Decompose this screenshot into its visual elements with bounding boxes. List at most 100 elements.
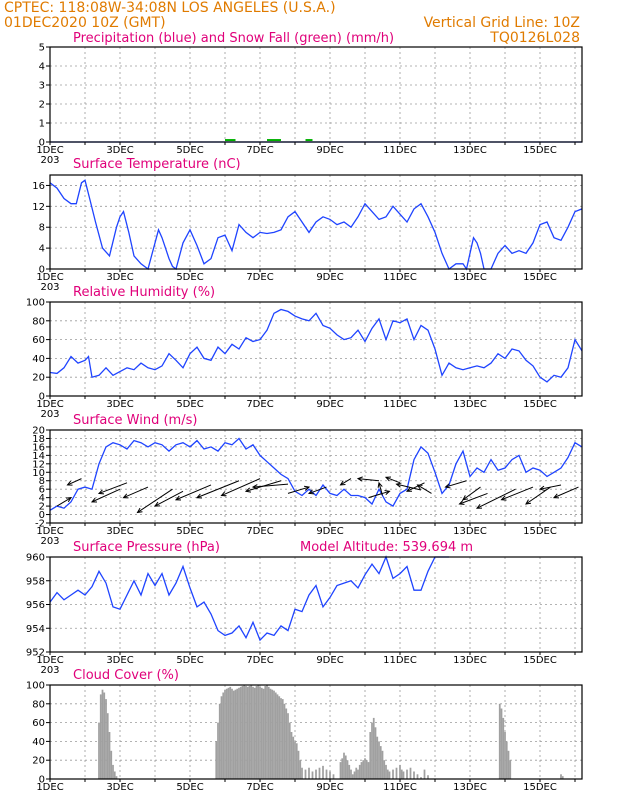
y-tick-label: 20 [32,426,45,437]
y-tick-label: 12 [32,459,45,470]
y-tick-label: 0 [39,510,45,521]
cloud-bar [225,688,228,779]
cloud-bar [498,703,501,779]
cloud-bar [343,752,345,779]
cloud-bar [301,767,303,779]
cloud-bar [409,767,412,779]
y-tick-label: 40 [32,737,45,748]
panel-title-cloud: Cloud Cover (%) [73,668,179,683]
x-tick-label: 9DEC [316,145,343,156]
cloud-bar [355,767,358,779]
x-tick-label: 3DEC [106,145,133,156]
x-tick-label: 7DEC [246,655,273,666]
cloud-bar [295,743,298,779]
cloud-bar [290,732,293,779]
x-tick-label: 9DEC [316,272,343,283]
cloud-bar [416,774,419,779]
y-tick-label: 4 [39,244,45,255]
cloud-bar [502,717,505,779]
y-tick-label: 3 [39,81,45,92]
cloud-bar [103,692,106,779]
wind-arrow [416,484,432,494]
cloud-bar [105,699,107,779]
cloud-bar [292,736,295,779]
cloud-bar [400,769,403,779]
cloud-bar [332,774,335,779]
y-tick-label: 4 [39,62,45,73]
year-label: 203 [40,665,59,676]
cloud-bar [346,760,349,779]
x-tick-label: 3DEC [106,272,133,283]
x-tick-label: 7DEC [246,272,273,283]
plot-frame [49,46,583,143]
y-tick-label: 1 [39,119,45,130]
cloud-bar [101,689,104,779]
x-tick-label: 13DEC [453,399,487,410]
x-tick-label: 5DEC [176,272,203,283]
cloud-bar [224,689,226,779]
wind-arrow [339,478,352,486]
x-tick-label: 13DEC [453,655,487,666]
wind-line [49,437,583,511]
y-tick-label: 8 [39,476,45,487]
cloud-bar [255,685,258,779]
y-tick-label: 100 [26,681,45,692]
y-tick-label: 60 [32,718,45,729]
cloud-bar [215,741,218,779]
cloud-bar [243,685,246,779]
cloud-bar [271,689,274,779]
cloud-bar [386,769,389,779]
cloud-bar [260,687,263,779]
cloud-bar [392,769,394,779]
wind-arrow [66,478,82,486]
cloud-bar [241,685,244,779]
panel-precip: Precipitation (blue) and Snow Fall (gree… [36,31,583,166]
cloud-bar [297,750,300,779]
y-tick-label: 0 [39,265,45,276]
x-tick-label: 13DEC [453,272,487,283]
y-tick-label: 20 [32,756,45,767]
wind-arrow [475,488,516,509]
wind-arrow [122,486,149,499]
cloud-bar [308,767,310,779]
wind-arrow [384,476,401,484]
cloud-bar [374,727,377,779]
cloud-bar [294,741,296,779]
x-tick-label: 9DEC [316,655,343,666]
x-tick-label: 11DEC [383,655,417,666]
y-tick-label: -2 [35,519,45,530]
cloud-bar [98,722,100,779]
cloud-bar [385,764,387,779]
cloud-bar [239,686,242,779]
x-tick-label: 9DEC [316,782,343,793]
panel-cloud: Cloud Cover (%) 0 20 40 60 80 100 1DEC 3DEC 5DEC 7… [26,668,583,793]
cloud-bar [427,775,429,779]
cloud-bar [376,736,379,779]
cloud-bar [262,688,265,779]
header-model-id: TQ0126L028 [489,30,580,46]
plot-frame [49,301,583,397]
y-tick-label: 10 [32,468,45,479]
cloud-bar [360,762,363,779]
x-tick-label: 15DEC [523,782,557,793]
cloud-bar [395,767,398,779]
x-tick-label: 7DEC [246,526,273,537]
y-tick-label: 60 [32,335,45,346]
wind-arrow [307,486,327,495]
cloud-bar [259,686,261,779]
cloud-bar [236,688,239,779]
x-tick-label: 5DEC [176,399,203,410]
y-tick-label: 2 [39,502,45,513]
cloud-bar [231,688,233,779]
cloud-bar [269,688,272,779]
wind-arrow [56,497,72,507]
cloud-bar [238,687,240,779]
cloud-bar [399,764,401,779]
pressure-line [49,555,449,642]
cloud-bar [252,686,254,779]
x-tick-label: 15DEC [523,145,557,156]
wind-arrow [368,490,391,499]
cloud-bar [505,741,508,779]
x-tick-label: 7DEC [246,145,273,156]
cloud-bar [280,698,282,779]
